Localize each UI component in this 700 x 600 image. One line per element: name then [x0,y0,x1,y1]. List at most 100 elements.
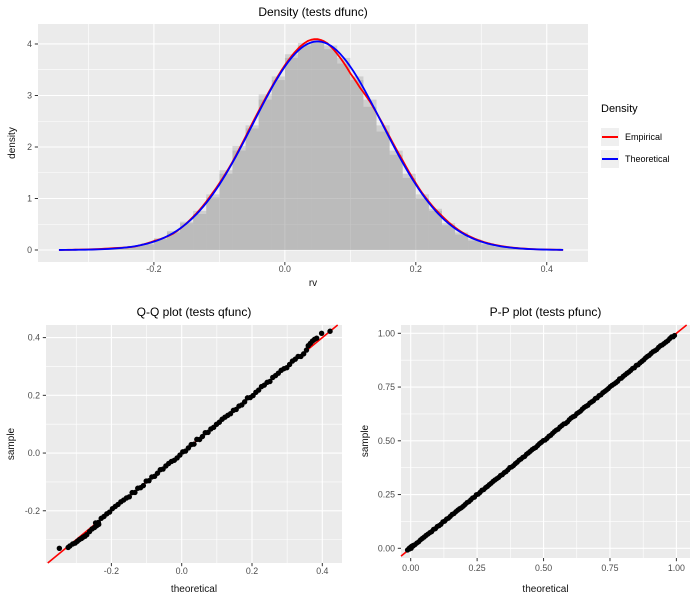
histogram-bar-empirical [153,238,167,250]
legend-item-empirical: Empirical [601,128,697,146]
x-tick-label: 0.50 [535,563,552,573]
histogram-bar-theoretical [153,239,167,250]
histogram-bar-empirical [324,49,338,250]
data-point-outlier [313,335,320,341]
x-tick-label: 0.25 [469,563,486,573]
histogram-bar-empirical [180,221,194,250]
x-tick-label: 0.75 [601,563,618,573]
histogram-bar-empirical [428,208,442,250]
legend-label-theoretical: Theoretical [625,154,670,164]
legend-title: Density [601,103,638,115]
panel-background [38,24,588,262]
data-point [191,441,197,447]
data-point-outlier [96,521,102,528]
histogram-bar-theoretical [245,125,259,250]
x-tick-label: 0.2 [410,264,422,274]
histogram-bar-empirical [206,197,220,250]
histogram-bar-empirical [193,213,207,250]
histogram-bar-empirical [258,94,272,250]
y-tick-label: 0.75 [378,382,395,392]
y-tick-label: 4 [27,39,32,49]
legend-label-empirical: Empirical [625,132,663,142]
histogram-bar-theoretical [311,41,325,250]
histogram-bar-theoretical [455,232,469,250]
histogram-bar-theoretical [284,57,298,250]
data-point-outlier [327,328,333,334]
legend-item-theoretical: Theoretical [601,150,697,168]
y-tick-label: 1.00 [378,328,395,338]
x-tick-label: 0.00 [402,563,419,573]
x-tick-label: -0.2 [104,566,119,576]
data-point-outlier [318,330,325,336]
y-tick-label: 0.0 [28,448,40,458]
histogram-bar-theoretical [206,194,220,250]
histogram-bar-empirical [402,177,416,250]
histogram-bar-empirical [140,244,154,250]
data-point [146,477,152,484]
legend-key-theoretical [601,150,619,168]
data-point [241,399,248,405]
x-tick-label: 0.0 [279,264,291,274]
histogram-bar-empirical [415,198,429,250]
histogram-bar-empirical [481,244,495,250]
histogram-bar-theoretical [140,243,154,250]
data-point [267,378,273,385]
histogram-bar-theoretical [271,76,285,250]
histogram-bar-empirical [271,80,285,250]
histogram-bar-theoretical [494,246,508,250]
y-tick-label: 0.2 [28,390,40,400]
histogram-bar-empirical [127,245,141,250]
histogram-bar-theoretical [441,223,456,250]
data-point [126,494,133,500]
histogram-bar-theoretical [127,246,141,250]
pp-x-axis-title: theoretical [522,584,569,595]
histogram-bar-theoretical [297,45,312,250]
histogram-bar-theoretical [428,210,442,250]
histogram-bar-empirical [245,128,259,250]
histogram-bar-theoretical [324,45,338,250]
y-tick-label: -0.2 [25,506,40,516]
data-point [303,347,310,353]
x-tick-label: -0.2 [146,264,161,274]
density-x-axis-title: rv [308,278,318,289]
histogram-bar-theoretical [180,223,194,250]
qq-plot: -0.2 0.0 0.2 0.4 -0.2 0.0 0.2 0.4 Q-Q plot (tes… [0,300,350,600]
x-tick-label: 0.4 [541,264,553,274]
pp-panel: 0.00 0.25 0.50 0.75 1.00 0.00 0.25 0.50 0.75 1.00 [378,324,690,573]
y-tick-label: 1 [27,193,32,203]
histogram-bar-empirical [455,234,469,250]
x-tick-label: 1.00 [668,563,685,573]
density-legend: Density Empirical Theoretical [601,103,697,172]
histogram-bar-theoretical [363,99,377,250]
data-point [140,482,147,489]
histogram-bar-theoretical [415,194,429,250]
data-point-outlier [410,542,416,548]
density-plot: -0.2 0.0 0.2 0.4 0 1 2 3 4 Density (tests dfunc)… [0,0,700,295]
empirical-line-swatch [602,136,618,138]
data-point [132,489,138,496]
histogram-bar-empirical [441,225,456,250]
pp-plot: 0.00 0.25 0.50 0.75 1.00 0.00 0.25 0.50 0.75 1.00… [352,300,700,600]
histogram-bar-empirical [468,240,482,250]
data-point [300,351,307,357]
histogram-bar-theoretical [219,173,233,250]
qq-y-axis-title: sample [6,427,17,461]
density-title: Density (tests dfunc) [258,5,368,19]
histogram-bar-theoretical [337,57,351,250]
pp-y-axis-title: sample [360,424,371,458]
curve-theoretical [58,40,564,251]
histogram-bar-empirical [311,39,325,250]
pp-title: P-P plot (tests pfunc) [489,305,602,319]
histogram-bar-empirical [363,106,377,250]
histogram-bar-theoretical [389,150,403,250]
histogram-bar-empirical [232,145,246,250]
histogram-bar-theoretical [481,243,495,250]
theoretical-line-swatch [602,158,618,160]
histogram-bar-theoretical [507,247,521,250]
histogram-bar-theoretical [468,239,482,250]
y-tick-label: 3 [27,90,32,100]
density-panel: -0.2 0.0 0.2 0.4 0 1 2 3 4 [27,24,588,274]
qq-panel: -0.2 0.0 0.2 0.4 -0.2 0.0 0.2 0.4 [25,324,342,576]
qq-x-axis-title: theoretical [170,584,218,595]
